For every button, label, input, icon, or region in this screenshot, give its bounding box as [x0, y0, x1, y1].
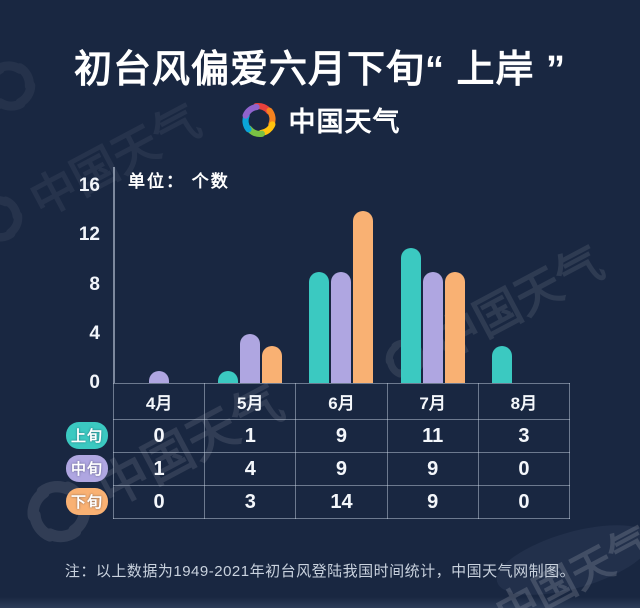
- y-axis-line: [113, 167, 115, 383]
- cell-上旬-4月: 0: [112, 419, 206, 453]
- map-texture: [0, 597, 640, 608]
- legend-badge-中旬: 中旬: [66, 455, 108, 482]
- brand-name: 中国天气: [288, 107, 401, 137]
- table-row-上旬: 0 1 9 11 3: [112, 419, 571, 453]
- table-row-下旬: 0 3 14 9 0: [112, 485, 571, 519]
- cell-下旬-5月: 3: [204, 485, 297, 519]
- bar-下旬-5月: [262, 346, 283, 383]
- china-weather-watermark-icon: [0, 184, 34, 254]
- watermark: 中国天气: [484, 509, 640, 608]
- y-tick-4: 4: [89, 322, 100, 344]
- cell-上旬-5月: 1: [204, 419, 297, 453]
- cell-下旬-7月: 9: [386, 485, 479, 519]
- bar-上旬-6月: [309, 272, 330, 383]
- footnote: 注：以上数据为1949-2021年初台风登陆我国时间统计，中国天气网制图。: [64, 563, 576, 580]
- cell-中旬-7月: 9: [386, 452, 479, 486]
- bar-上旬-8月: [491, 346, 512, 383]
- data-table: 4月 5月 6月 7月 8月 0 1 9 11 3 1 4 9 9 0 0 3 14 9 0: [112, 383, 571, 519]
- month-header-8月: 8月: [477, 383, 571, 420]
- bar-中旬-6月: [331, 272, 352, 383]
- cell-上旬-7月: 11: [386, 419, 479, 453]
- y-tick-16: 16: [78, 175, 100, 197]
- legend-badge-下旬: 下旬: [66, 488, 108, 515]
- bar-下旬-6月: [353, 211, 374, 383]
- bar-上旬-7月: [400, 248, 421, 383]
- month-header-5月: 5月: [204, 383, 297, 420]
- watermark-text: 中国天气: [488, 517, 640, 608]
- bar-下旬-7月: [444, 272, 465, 383]
- bar-上旬-5月: [218, 371, 239, 383]
- cell-下旬-4月: 0: [112, 485, 206, 519]
- cell-上旬-6月: 9: [295, 419, 388, 453]
- bar-中旬-4月: [149, 371, 169, 383]
- y-tick-8: 8: [89, 273, 100, 295]
- legend-badge-上旬: 上旬: [66, 422, 108, 449]
- bar-中旬-5月: [240, 334, 261, 383]
- y-tick-12: 12: [78, 224, 100, 246]
- cell-上旬-8月: 3: [477, 419, 571, 453]
- cell-下旬-8月: 0: [477, 485, 571, 519]
- cell-中旬-8月: 0: [477, 452, 571, 486]
- china-weather-logo-icon: [241, 102, 276, 137]
- cell-中旬-5月: 4: [204, 452, 297, 486]
- month-header-6月: 6月: [295, 383, 388, 420]
- y-tick-0: 0: [89, 372, 100, 393]
- bar-chart: [114, 168, 570, 383]
- month-header-7月: 7月: [386, 383, 479, 420]
- cell-中旬-6月: 9: [295, 452, 388, 486]
- bar-中旬-7月: [422, 272, 443, 383]
- page-title: 初台风偏爱六月下旬“ 上岸 ”: [73, 49, 567, 91]
- unit-label: 单位： 个数: [128, 172, 230, 191]
- brand-logo: 中国天气: [0, 100, 640, 139]
- month-header-4月: 4月: [112, 383, 206, 420]
- cell-中旬-4月: 1: [112, 452, 206, 486]
- cell-下旬-6月: 14: [295, 485, 388, 519]
